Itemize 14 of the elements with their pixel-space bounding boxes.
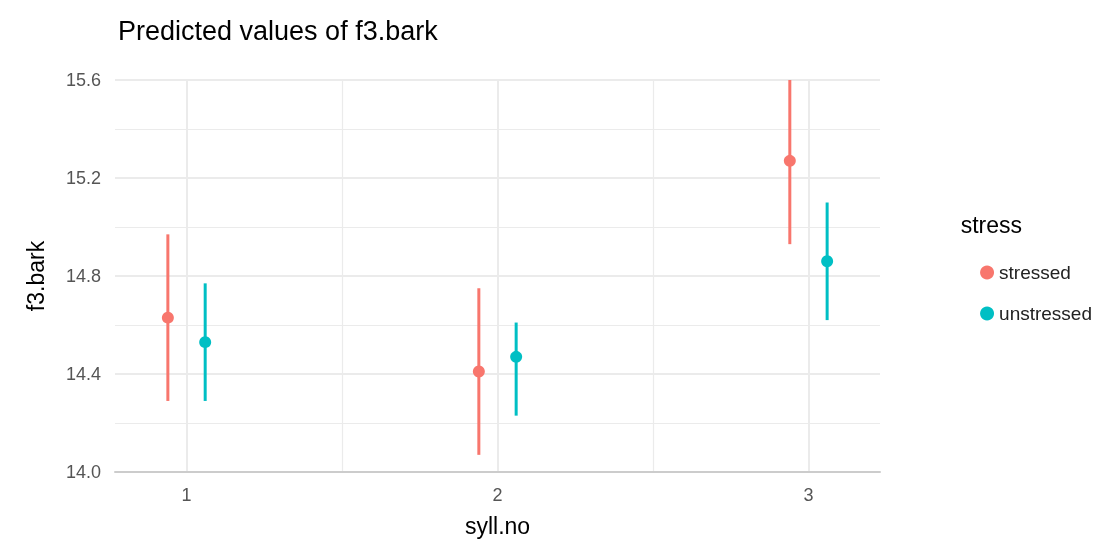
legend-label: unstressed	[999, 303, 1093, 324]
y-tick-label: 15.6	[65, 70, 101, 90]
y-tick-label: 14.4	[65, 364, 101, 384]
legend-title: stress	[960, 211, 1022, 238]
y-tick-label: 14.8	[65, 266, 101, 286]
chart-title: Predicted values of f3.bark	[118, 15, 439, 46]
y-tick-label: 14.0	[65, 462, 101, 482]
x-tick-label: 1	[181, 485, 192, 505]
x-tick-label: 3	[803, 485, 814, 505]
legend-label: stressed	[999, 262, 1071, 283]
y-tick-label: 15.2	[65, 168, 101, 188]
y-axis-title: f3.bark	[22, 240, 49, 312]
x-tick-label: 2	[492, 485, 503, 505]
x-axis-title: syll.no	[464, 512, 531, 539]
